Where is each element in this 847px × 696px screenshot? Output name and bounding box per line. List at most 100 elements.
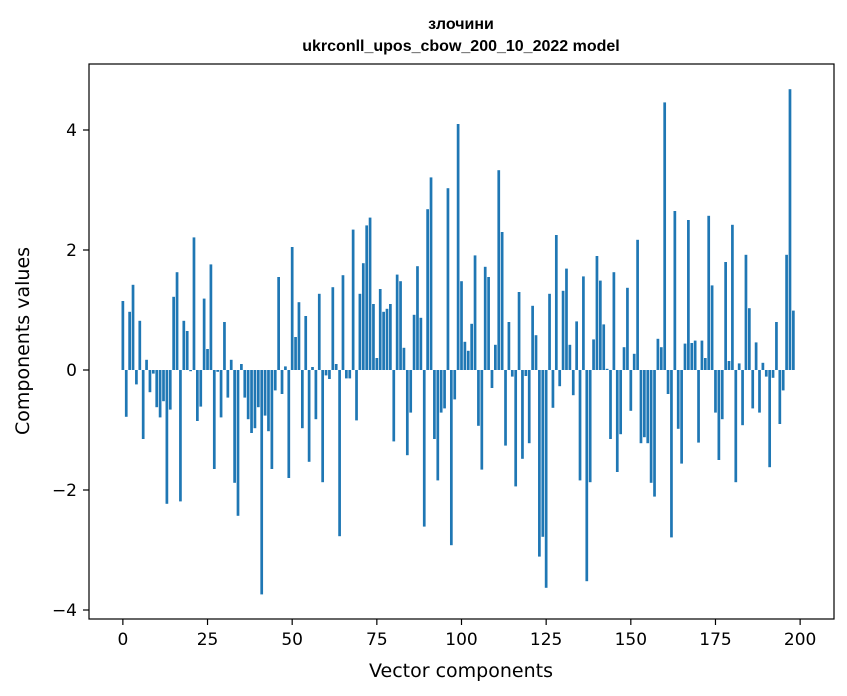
y-axis-label: Components values [12, 247, 34, 435]
bar-171 [700, 340, 704, 370]
bar-8 [148, 370, 152, 393]
x-tick-label: 75 [366, 630, 388, 650]
bar-138 [588, 370, 592, 483]
bar-47 [280, 370, 284, 394]
bar-35 [240, 364, 243, 370]
bar-65 [341, 275, 345, 370]
bar-63 [334, 364, 338, 370]
bar-41 [260, 370, 264, 595]
bar-164 [676, 370, 680, 429]
bar-45 [273, 370, 277, 391]
x-tick-label: 100 [445, 630, 477, 650]
y-tick-label: −2 [52, 481, 77, 501]
bar-111 [497, 170, 501, 370]
bar-141 [598, 280, 602, 370]
bar-76 [378, 289, 382, 370]
bar-167 [687, 220, 690, 370]
bar-15 [172, 296, 176, 370]
x-axis-ticks: 0 25 50 75 100 125 150 175 200 [117, 619, 816, 650]
bar-69 [355, 370, 358, 421]
bar-122 [534, 335, 538, 370]
bar-4 [135, 370, 138, 385]
bar-44 [270, 370, 274, 469]
bar-81 [395, 274, 399, 370]
bar-150 [629, 370, 633, 411]
bar-10 [155, 370, 159, 408]
bar-70 [358, 293, 362, 370]
bar-144 [609, 370, 612, 439]
bar-174 [710, 285, 714, 370]
y-tick-label: 2 [66, 241, 77, 261]
bar-11 [158, 370, 162, 418]
bar-176 [717, 370, 721, 460]
bar-3 [131, 284, 135, 370]
bar-169 [693, 340, 697, 370]
bar-92 [433, 370, 436, 439]
bar-77 [382, 311, 385, 370]
bar-2 [128, 311, 131, 370]
bar-143 [605, 368, 609, 370]
chart-title: злочини [428, 16, 494, 33]
bar-30 [223, 322, 226, 370]
bar-154 [643, 370, 646, 438]
bar-175 [714, 370, 717, 413]
bar-194 [778, 370, 782, 424]
bar-6 [141, 370, 145, 439]
y-tick-label: 0 [66, 361, 77, 381]
bar-72 [365, 225, 369, 370]
bar-1 [124, 370, 128, 417]
bar-192 [771, 370, 775, 378]
bar-147 [619, 370, 623, 435]
bar-33 [233, 370, 236, 483]
bar-7 [145, 359, 148, 370]
bar-124 [541, 370, 545, 537]
bar-62 [331, 287, 335, 370]
bar-5 [138, 320, 142, 370]
bar-40 [256, 370, 260, 408]
bar-43 [267, 370, 270, 432]
bar-134 [575, 321, 578, 370]
bar-104 [473, 255, 477, 370]
bar-132 [568, 344, 572, 370]
bar-56 [311, 367, 314, 370]
bar-86 [412, 314, 416, 370]
bar-198 [792, 310, 795, 370]
y-tick-label: 4 [66, 121, 77, 141]
bar-53 [300, 370, 304, 429]
x-tick-label: 175 [699, 630, 731, 650]
bar-105 [477, 370, 480, 426]
bar-125 [544, 370, 548, 588]
bar-148 [622, 347, 626, 370]
bar-39 [253, 370, 257, 429]
bar-131 [565, 268, 568, 370]
bar-85 [409, 370, 413, 413]
bar-160 [663, 102, 667, 371]
x-tick-label: 125 [530, 630, 562, 650]
bar-190 [764, 370, 768, 377]
bar-182 [737, 363, 741, 370]
bar-135 [578, 370, 582, 481]
bar-9 [151, 370, 155, 374]
bar-13 [165, 370, 169, 504]
bar-146 [615, 370, 619, 472]
bar-197 [788, 89, 792, 370]
bar-193 [775, 322, 778, 370]
bar-99 [456, 124, 460, 370]
bar-84 [405, 370, 409, 456]
bar-98 [453, 370, 457, 400]
bar-17 [179, 370, 182, 502]
bar-61 [328, 370, 331, 379]
bar-155 [646, 370, 650, 444]
bar-34 [236, 370, 240, 516]
bar-120 [527, 370, 531, 444]
bar-186 [751, 370, 755, 409]
bar-19 [185, 331, 189, 370]
bar-107 [483, 266, 487, 370]
bar-57 [314, 370, 318, 420]
bars-group [121, 89, 795, 595]
x-tick-label: 150 [615, 630, 647, 650]
bar-184 [744, 254, 748, 370]
bar-127 [551, 370, 555, 408]
bar-188 [758, 370, 761, 413]
